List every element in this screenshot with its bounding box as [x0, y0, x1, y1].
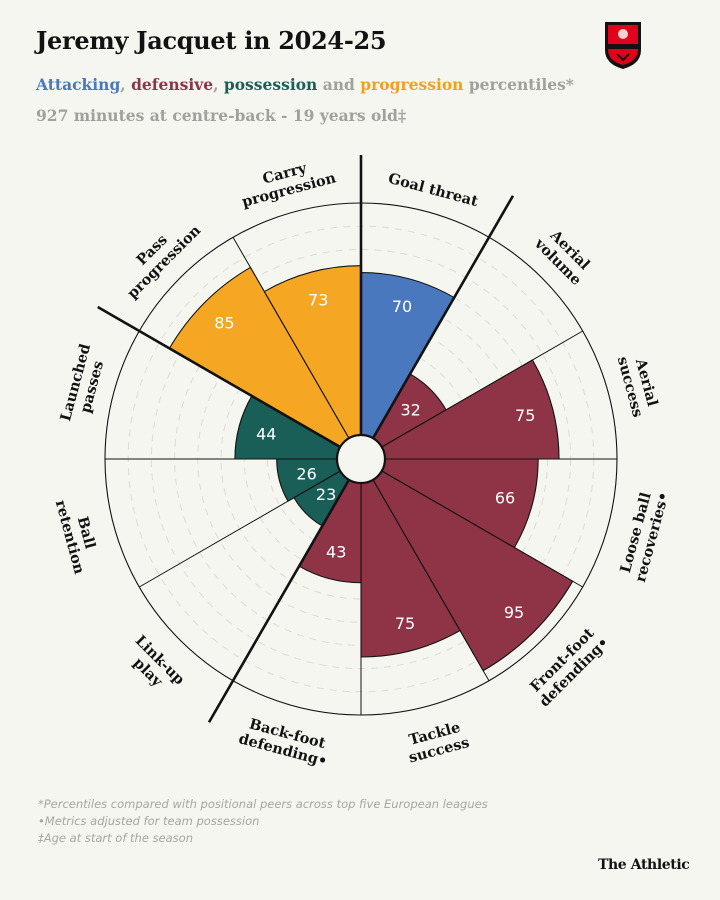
subtitle-possession: possession: [223, 75, 318, 94]
radar-center: [335, 433, 387, 485]
value-label: 66: [495, 489, 515, 508]
value-label: 23: [316, 485, 336, 504]
value-label: 75: [395, 614, 415, 633]
chart-title: Jeremy Jacquet in 2024-25: [36, 26, 387, 55]
value-label: 32: [400, 400, 420, 419]
footnote-age: ‡Age at start of the season: [38, 831, 193, 845]
footnote-percentiles: *Percentiles compared with positional pe…: [38, 797, 488, 811]
chart-subtitle-minutes: 927 minutes at centre-back - 19 years ol…: [36, 106, 407, 125]
radar-wedges: [168, 265, 574, 672]
value-label: 85: [214, 313, 234, 332]
stade-rennais-crest-logo: [605, 22, 641, 69]
value-label: 95: [504, 603, 524, 622]
subtitle-sep1: ,: [120, 75, 132, 94]
category-divider: [371, 195, 515, 439]
value-label: 44: [256, 425, 276, 444]
chart-subtitle: Attacking, defensive, possession and pro…: [36, 75, 574, 94]
category-divider: [207, 479, 351, 723]
subtitle-sep2: ,: [213, 75, 224, 94]
the-athletic-logo: The Athletic: [598, 857, 690, 873]
axis-label-group: Goal threat: [386, 170, 480, 210]
axis-label: progression: [124, 222, 205, 303]
subtitle-progression: progression: [360, 75, 464, 94]
subtitle-tail: percentiles*: [463, 75, 574, 94]
value-label: 70: [392, 297, 412, 316]
footnote-adjusted: •Metrics adjusted for team possession: [38, 814, 260, 828]
value-label: 26: [296, 465, 316, 484]
footnotes: *Percentiles compared with positional pe…: [38, 796, 488, 847]
value-label: 73: [308, 290, 328, 309]
axis-label: Goal threat: [386, 170, 480, 210]
value-label: 75: [515, 406, 535, 425]
subtitle-sep3: and: [317, 75, 361, 94]
subtitle-defensive: defensive: [131, 75, 214, 94]
category-divider: [97, 305, 341, 449]
subtitle-attacking: Attacking: [36, 75, 121, 94]
center-hole: [335, 433, 387, 485]
value-label: 43: [326, 542, 346, 561]
radar-dividers: [97, 155, 515, 723]
